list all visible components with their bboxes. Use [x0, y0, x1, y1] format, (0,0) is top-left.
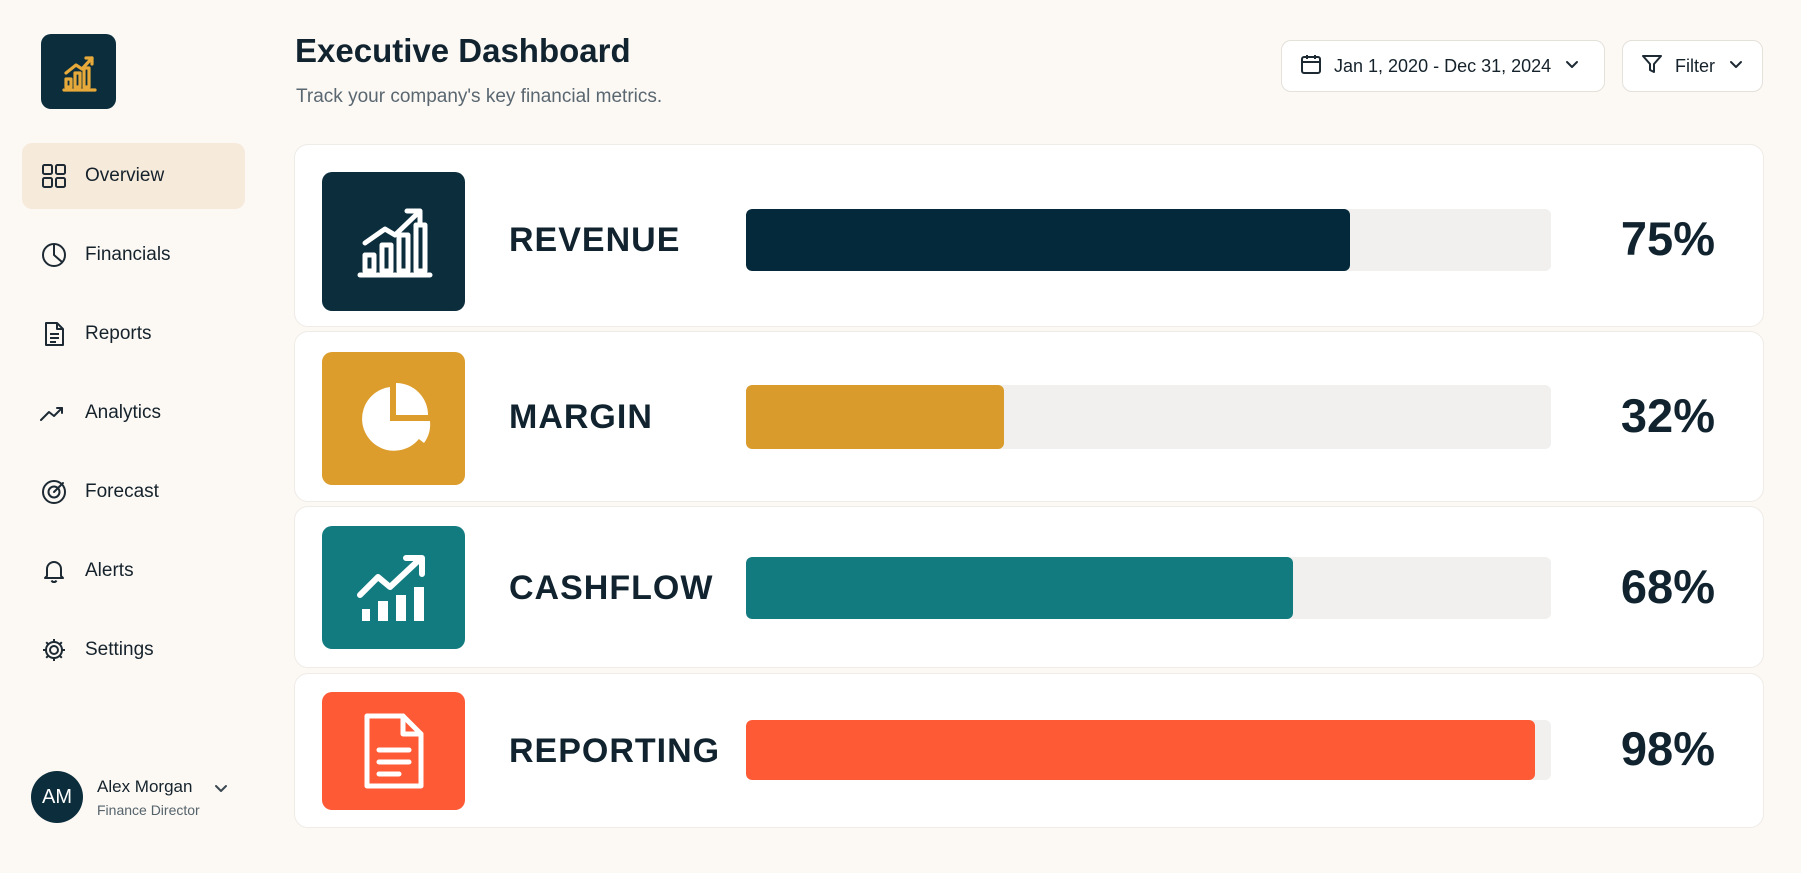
progress-track	[746, 557, 1551, 619]
filter-label: Filter	[1675, 55, 1715, 76]
grid-icon	[40, 162, 68, 190]
filter-button[interactable]: Filter	[1622, 40, 1763, 92]
bar-chart-growth-icon	[61, 55, 97, 92]
sidebar-item-overview[interactable]: Overview	[22, 143, 245, 209]
document-icon	[40, 320, 68, 348]
chevron-down-icon	[214, 781, 228, 799]
progress-track	[746, 209, 1551, 271]
filter-icon	[1641, 53, 1663, 80]
user-menu[interactable]: AM Alex Morgan Finance Director	[31, 769, 246, 825]
sidebar-item-settings[interactable]: Settings	[22, 617, 245, 683]
sidebar-item-label: Settings	[85, 639, 154, 660]
user-name: Alex Morgan	[97, 776, 193, 796]
gear-icon	[40, 636, 68, 664]
page-title: Executive Dashboard	[295, 32, 631, 69]
sidebar-item-alerts[interactable]: Alerts	[22, 538, 245, 604]
sidebar-item-reports[interactable]: Reports	[22, 301, 245, 367]
pie-chart-icon	[361, 382, 430, 451]
progress-fill	[746, 385, 1004, 449]
metric-card-cashflow[interactable]: CASHFLOW 68%	[294, 506, 1764, 668]
metric-card-reporting[interactable]: REPORTING 98%	[294, 673, 1764, 828]
sidebar-item-label: Forecast	[85, 481, 159, 502]
chevron-down-icon	[1565, 57, 1579, 75]
progress-track	[746, 385, 1551, 449]
metric-percent: 98%	[1620, 722, 1715, 775]
metric-name: CASHFLOW	[509, 569, 714, 607]
bell-icon	[40, 557, 68, 585]
metric-name: MARGIN	[509, 398, 653, 436]
metric-name: REVENUE	[509, 221, 681, 259]
progress-fill	[746, 557, 1294, 619]
sidebar-item-analytics[interactable]: Analytics	[22, 380, 245, 446]
metric-card-revenue[interactable]: REVENUE 75%	[294, 144, 1764, 327]
sidebar-nav: Overview Financials Reports	[22, 143, 245, 696]
page-subtitle: Track your company's key financial metri…	[296, 86, 663, 107]
trend-bar-chart-icon	[356, 554, 425, 621]
metric-icon-box	[322, 526, 465, 649]
logo[interactable]	[41, 34, 116, 109]
avatar: AM	[31, 771, 83, 823]
user-role: Finance Director	[97, 801, 200, 818]
document-icon	[364, 713, 423, 789]
metric-percent: 32%	[1620, 389, 1715, 442]
date-range-label: Jan 1, 2020 - Dec 31, 2024	[1334, 55, 1552, 76]
pie-chart-icon	[40, 241, 68, 269]
progress-track	[746, 720, 1551, 780]
metric-card-margin[interactable]: MARGIN 32%	[294, 331, 1764, 502]
sidebar: Overview Financials Reports	[0, 0, 270, 873]
target-icon	[40, 478, 68, 506]
trend-line-icon	[40, 399, 68, 427]
sidebar-item-label: Financials	[85, 244, 171, 265]
calendar-icon	[1300, 53, 1322, 80]
chevron-down-icon	[1729, 57, 1743, 75]
sidebar-item-label: Reports	[85, 323, 152, 344]
metric-icon-box	[322, 692, 465, 810]
growth-bar-chart-icon	[357, 208, 432, 277]
sidebar-item-label: Analytics	[85, 402, 162, 423]
progress-fill	[746, 209, 1350, 271]
progress-fill	[746, 720, 1535, 780]
sidebar-item-financials[interactable]: Financials	[22, 222, 245, 288]
sidebar-item-label: Alerts	[85, 560, 134, 581]
metric-percent: 75%	[1620, 212, 1715, 265]
sidebar-item-forecast[interactable]: Forecast	[22, 459, 245, 525]
metric-name: REPORTING	[509, 732, 721, 770]
metric-percent: 68%	[1620, 560, 1715, 613]
date-range-picker[interactable]: Jan 1, 2020 - Dec 31, 2024	[1281, 40, 1605, 92]
sidebar-item-label: Overview	[85, 165, 165, 186]
metric-icon-box	[322, 352, 465, 485]
metric-icon-box	[322, 172, 465, 311]
